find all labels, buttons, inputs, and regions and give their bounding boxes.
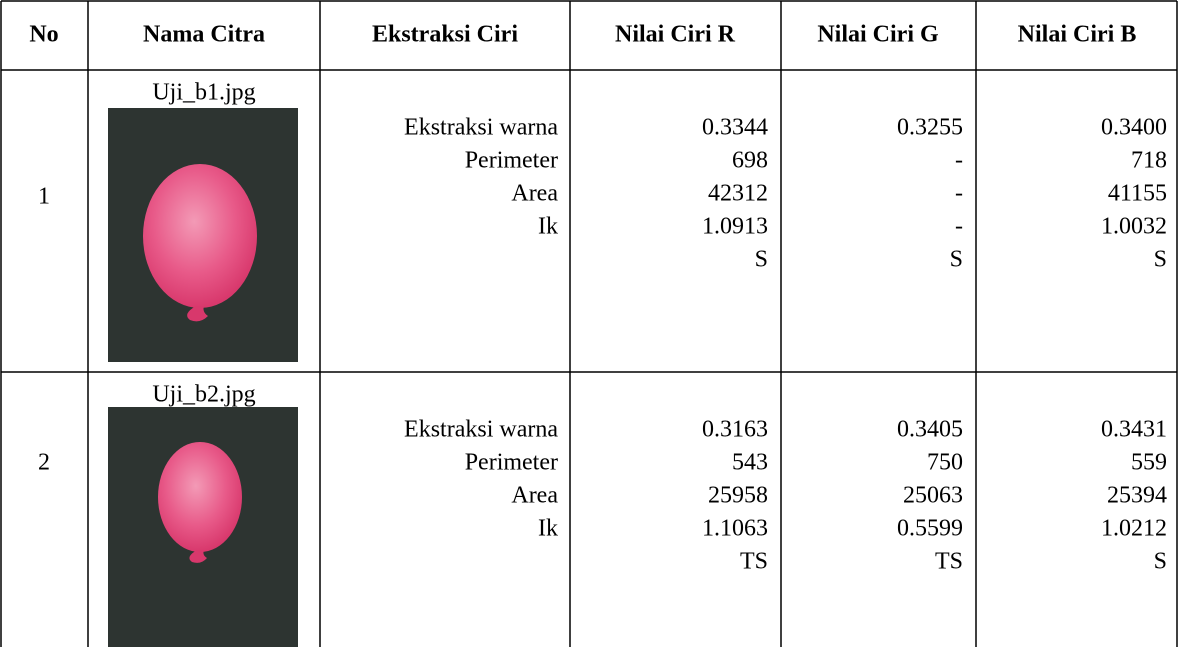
feature-name: Perimeter <box>465 148 558 174</box>
feature-value: S <box>755 247 768 273</box>
feature-value: S <box>1154 549 1167 575</box>
feature-value: TS <box>740 549 768 575</box>
feature-value: 0.5599 <box>897 516 963 542</box>
feature-value: TS <box>935 549 963 575</box>
image-name: Uji_b1.jpg <box>152 80 255 106</box>
balloon-image <box>108 407 298 647</box>
feature-value: 1.0913 <box>702 214 768 240</box>
column-header: Nama Citra <box>143 22 265 48</box>
row-number: 1 <box>38 184 50 210</box>
feature-name: Ekstraksi warna <box>404 115 558 141</box>
feature-value: - <box>955 214 963 240</box>
feature-value: 1.0032 <box>1101 214 1167 240</box>
feature-value: - <box>955 148 963 174</box>
feature-value: S <box>950 247 963 273</box>
feature-value: 718 <box>1131 148 1167 174</box>
feature-value: 1.0212 <box>1101 516 1167 542</box>
feature-value: - <box>955 181 963 207</box>
feature-name: Perimeter <box>465 450 558 476</box>
feature-value: S <box>1154 247 1167 273</box>
feature-value: 0.3344 <box>702 115 768 141</box>
feature-name: Ekstraksi warna <box>404 417 558 443</box>
feature-value: 698 <box>732 148 768 174</box>
feature-value: 0.3405 <box>897 417 963 443</box>
image-name: Uji_b2.jpg <box>152 382 255 408</box>
column-header: Ekstraksi Ciri <box>372 22 518 48</box>
feature-value: 0.3400 <box>1101 115 1167 141</box>
balloon-image <box>108 108 298 362</box>
row-number: 2 <box>38 450 50 476</box>
column-header: Nilai Ciri R <box>615 22 736 48</box>
feature-value: 559 <box>1131 450 1167 476</box>
feature-value: 750 <box>927 450 963 476</box>
feature-name: Area <box>511 483 558 509</box>
feature-value: 25958 <box>708 483 768 509</box>
feature-name: Ik <box>538 516 558 542</box>
feature-name: Ik <box>538 214 558 240</box>
feature-value: 25063 <box>903 483 963 509</box>
feature-value: 42312 <box>708 181 768 207</box>
feature-value: 0.3255 <box>897 115 963 141</box>
feature-value: 543 <box>732 450 768 476</box>
feature-value: 1.1063 <box>702 516 768 542</box>
feature-name: Area <box>511 181 558 207</box>
feature-value: 41155 <box>1108 181 1167 207</box>
feature-value: 0.3163 <box>702 417 768 443</box>
column-header: Nilai Ciri B <box>1018 22 1137 48</box>
feature-value: 25394 <box>1107 483 1167 509</box>
feature-value: 0.3431 <box>1101 417 1167 443</box>
column-header: Nilai Ciri G <box>817 22 939 48</box>
column-header: No <box>29 22 58 48</box>
